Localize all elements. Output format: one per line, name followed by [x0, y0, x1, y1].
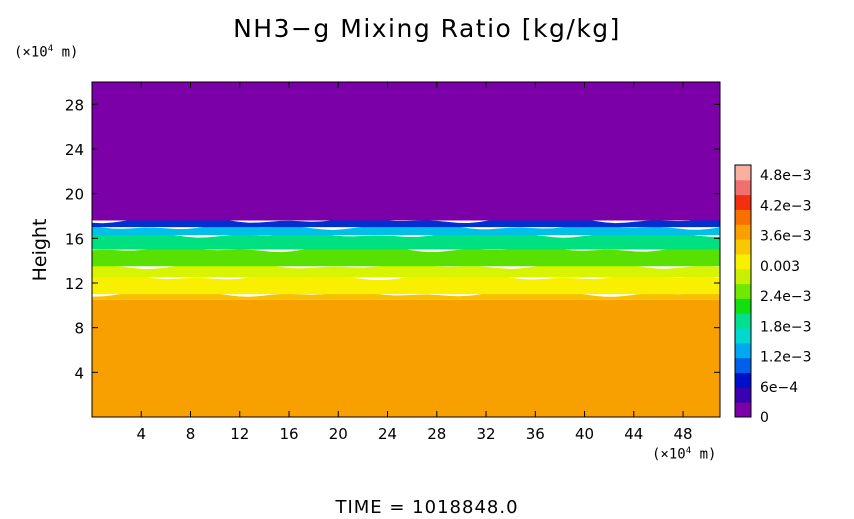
colorbar-frame — [734, 164, 752, 418]
x-unit-label: (×104 m) — [652, 446, 717, 463]
x-tick-label: 40 — [575, 425, 594, 443]
y-tick-label: 28 — [65, 96, 84, 114]
y-tick-label: 8 — [74, 320, 84, 338]
x-tick-label: 8 — [186, 425, 196, 443]
colorbar-segment — [735, 342, 751, 359]
y-tick-label: 12 — [65, 275, 84, 293]
colorbar-label: 4.8e−3 — [760, 168, 812, 184]
colorbar: 4.8e−3 4.2e−3 3.6e−3 0.003 2.4e−3 1.8e−3 1.2e−… — [734, 164, 812, 426]
colorbar-segment — [735, 268, 751, 285]
time-label: TIME = 1018848.0 — [335, 497, 519, 518]
x-tick-label: 36 — [526, 425, 545, 443]
colorbar-segment — [735, 283, 751, 299]
colorbar-segment — [735, 298, 751, 314]
colorbar-label: 0.003 — [760, 259, 800, 275]
field-layer — [92, 82, 720, 221]
x-tick-label: 44 — [624, 425, 643, 443]
x-tick-label: 24 — [378, 425, 397, 443]
colorbar-segment — [735, 253, 751, 270]
x-tick-label: 16 — [279, 425, 298, 443]
x-tick-label: 28 — [427, 425, 446, 443]
colorbar-label: 0 — [760, 410, 769, 426]
x-tick-label: 20 — [329, 425, 348, 443]
y-tick-label: 4 — [74, 364, 84, 382]
colorbar-label: 6e−4 — [760, 380, 798, 396]
colorbar-segment — [735, 209, 751, 225]
colorbar-segment — [735, 402, 751, 418]
field-layer — [92, 246, 720, 267]
colorbar-label: 1.2e−3 — [760, 350, 812, 366]
colorbar-segment — [735, 372, 751, 388]
y-tick-label: 20 — [65, 186, 84, 204]
colorbar-label: 3.6e−3 — [760, 229, 812, 245]
x-tick-label: 32 — [476, 425, 495, 443]
y-tick-label: 24 — [65, 141, 84, 159]
x-tick-label: 48 — [674, 425, 693, 443]
colorbar-segment — [735, 357, 751, 374]
colorbar-segment — [735, 224, 751, 240]
colorbar-segment — [735, 179, 751, 196]
y-tick-label: 16 — [65, 230, 84, 248]
colorbar-segment — [735, 165, 751, 181]
colorbar-label: 4.2e−3 — [760, 198, 812, 214]
colorbar-segment — [735, 239, 751, 255]
y-unit-label: (×104 m) — [14, 44, 79, 61]
field-layer — [92, 263, 720, 278]
field-layer — [92, 274, 720, 295]
colorbar-segment — [735, 328, 751, 344]
x-tick-label: 4 — [136, 425, 146, 443]
plot-area — [92, 82, 720, 417]
plot-frame — [91, 81, 721, 418]
colorbar-segment — [735, 313, 751, 329]
field-layer — [92, 299, 720, 417]
field-layer — [92, 232, 720, 250]
colorbar-segment — [735, 194, 751, 210]
x-tick-label: 12 — [230, 425, 249, 443]
colorbar-label: 2.4e−3 — [760, 289, 812, 305]
chart-title: NH3−g Mixing Ratio [kg/kg] — [233, 14, 621, 43]
colorbar-label: 1.8e−3 — [760, 319, 812, 335]
colorbar-segment — [735, 387, 751, 403]
